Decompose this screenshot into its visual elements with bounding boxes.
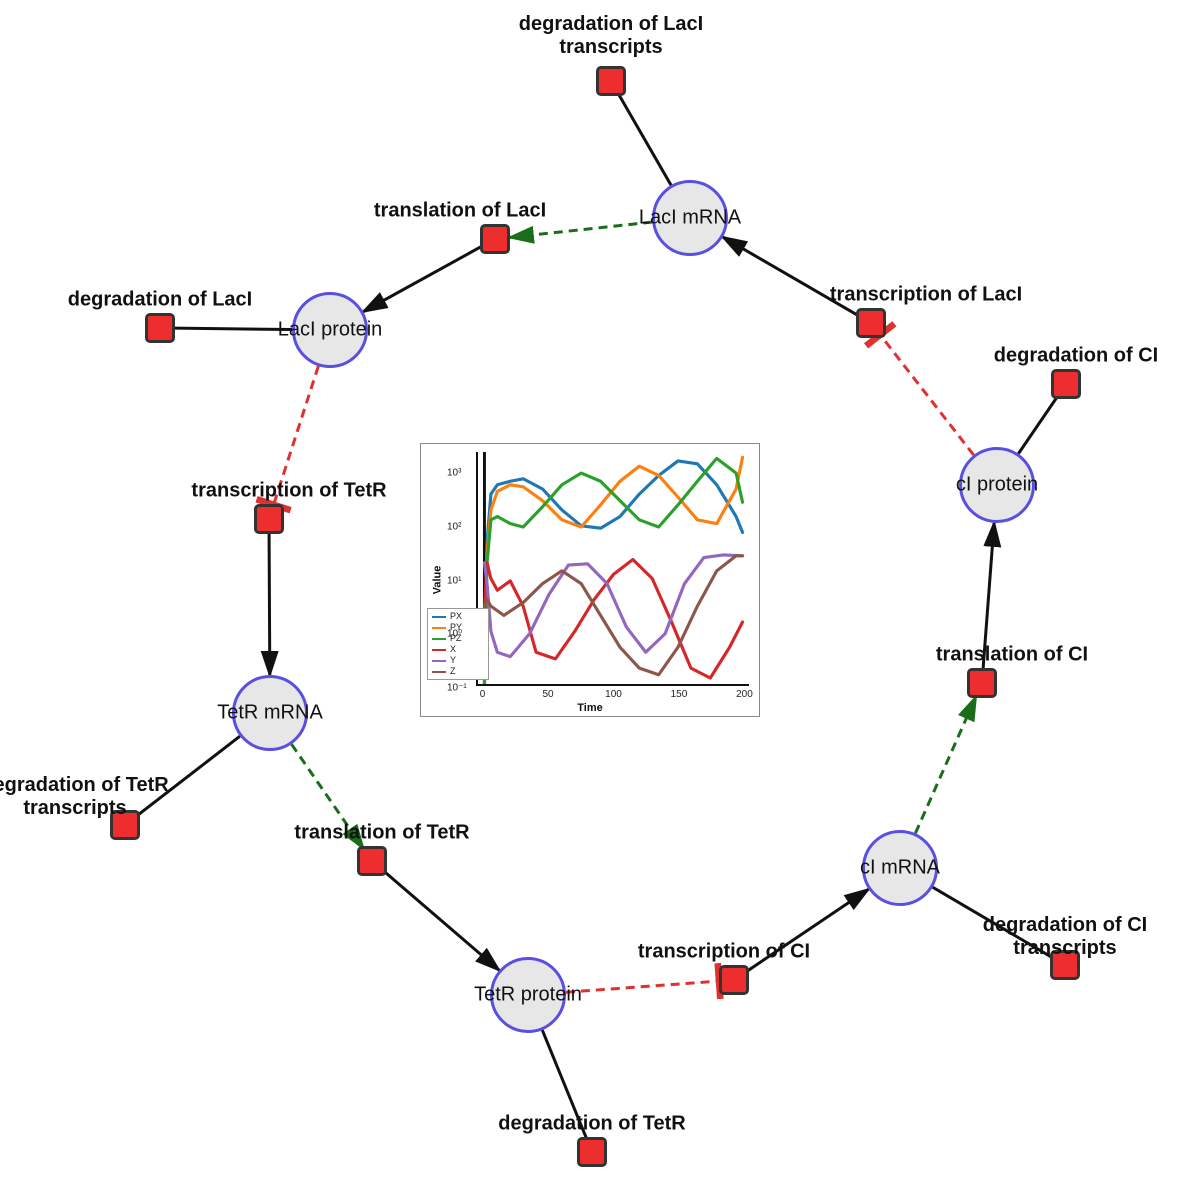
species-node-tetr_protein[interactable] (490, 957, 566, 1033)
chart-xtick-0: 0 (480, 689, 486, 700)
reaction-label-translation_laci: translation of LacI (374, 200, 546, 223)
chart-legend-item-x: X (432, 644, 484, 655)
repressilator-diagram: Value Time PX PY PZ X Y Z 10⁻¹ 10⁰ 10¹ 10² 10³ 0 5… (0, 0, 1189, 1200)
chart-curves-svg (478, 452, 749, 684)
chart-curve-x (484, 559, 742, 678)
reaction-label-degr_tetr: degradation of TetR (498, 1113, 685, 1136)
reaction-node-degr_ci_transcripts[interactable] (1050, 950, 1080, 980)
species-node-laci_protein[interactable] (292, 292, 368, 368)
chart-xtick-200: 200 (736, 689, 753, 700)
reaction-label-degr_laci_transcripts: degradation of LacI transcripts (519, 13, 703, 59)
reaction-node-degr_tetr[interactable] (577, 1137, 607, 1167)
reaction-node-degr_laci_transcripts[interactable] (596, 66, 626, 96)
reaction-label-degr_tetr_transcripts: degradation of TetR transcripts (0, 774, 169, 820)
chart-legend-item-px: PX (432, 611, 484, 622)
chart-legend: PX PY PZ X Y Z (427, 608, 489, 680)
reaction-label-translation_tetr: translation of TetR (294, 822, 469, 845)
reaction-node-translation_ci[interactable] (967, 668, 997, 698)
species-node-tetr_mrna[interactable] (232, 675, 308, 751)
chart-legend-item-z: Z (432, 666, 484, 677)
chart-plot-area (476, 452, 749, 686)
reaction-label-degr_ci: degradation of CI (994, 345, 1158, 368)
chart-xtick-50: 50 (542, 689, 553, 700)
chart-ytick-0: 10⁻¹ (447, 683, 467, 694)
chart-xtick-100: 100 (605, 689, 622, 700)
reaction-label-transcription_tetr: transcription of TetR (191, 480, 386, 503)
reaction-label-degr_laci: degradation of LacI (68, 289, 252, 312)
reaction-node-degr_laci[interactable] (145, 313, 175, 343)
reaction-node-transcription_ci[interactable] (719, 965, 749, 995)
species-node-laci_mrna[interactable] (652, 180, 728, 256)
reaction-node-transcription_tetr[interactable] (254, 504, 284, 534)
reaction-node-translation_laci[interactable] (480, 224, 510, 254)
reaction-label-transcription_ci: transcription of CI (638, 941, 810, 964)
chart-curve-pz (484, 458, 742, 684)
chart-curve-py (484, 457, 742, 684)
species-node-ci_protein[interactable] (959, 447, 1035, 523)
chart-ytick-2: 10¹ (447, 575, 461, 586)
reaction-label-translation_ci: translation of CI (936, 644, 1088, 667)
reaction-label-transcription_laci: transcription of LacI (830, 284, 1022, 307)
chart-ylabel: Value (431, 566, 443, 595)
reaction-node-translation_tetr[interactable] (357, 846, 387, 876)
chart-ytick-3: 10² (447, 522, 461, 533)
reaction-node-transcription_laci[interactable] (856, 308, 886, 338)
chart-legend-item-y: Y (432, 655, 484, 666)
reaction-node-degr_tetr_transcripts[interactable] (110, 810, 140, 840)
chart-ytick-1: 10⁰ (447, 629, 462, 640)
species-node-ci_mrna[interactable] (862, 830, 938, 906)
chart-xlabel: Time (577, 702, 602, 714)
chart-ytick-4: 10³ (447, 468, 461, 479)
chart-xtick-150: 150 (671, 689, 688, 700)
reaction-node-degr_ci[interactable] (1051, 369, 1081, 399)
timeseries-chart-panel: Value Time PX PY PZ X Y Z 10⁻¹ 10⁰ 10¹ 10² 10³ 0 5… (420, 443, 760, 717)
